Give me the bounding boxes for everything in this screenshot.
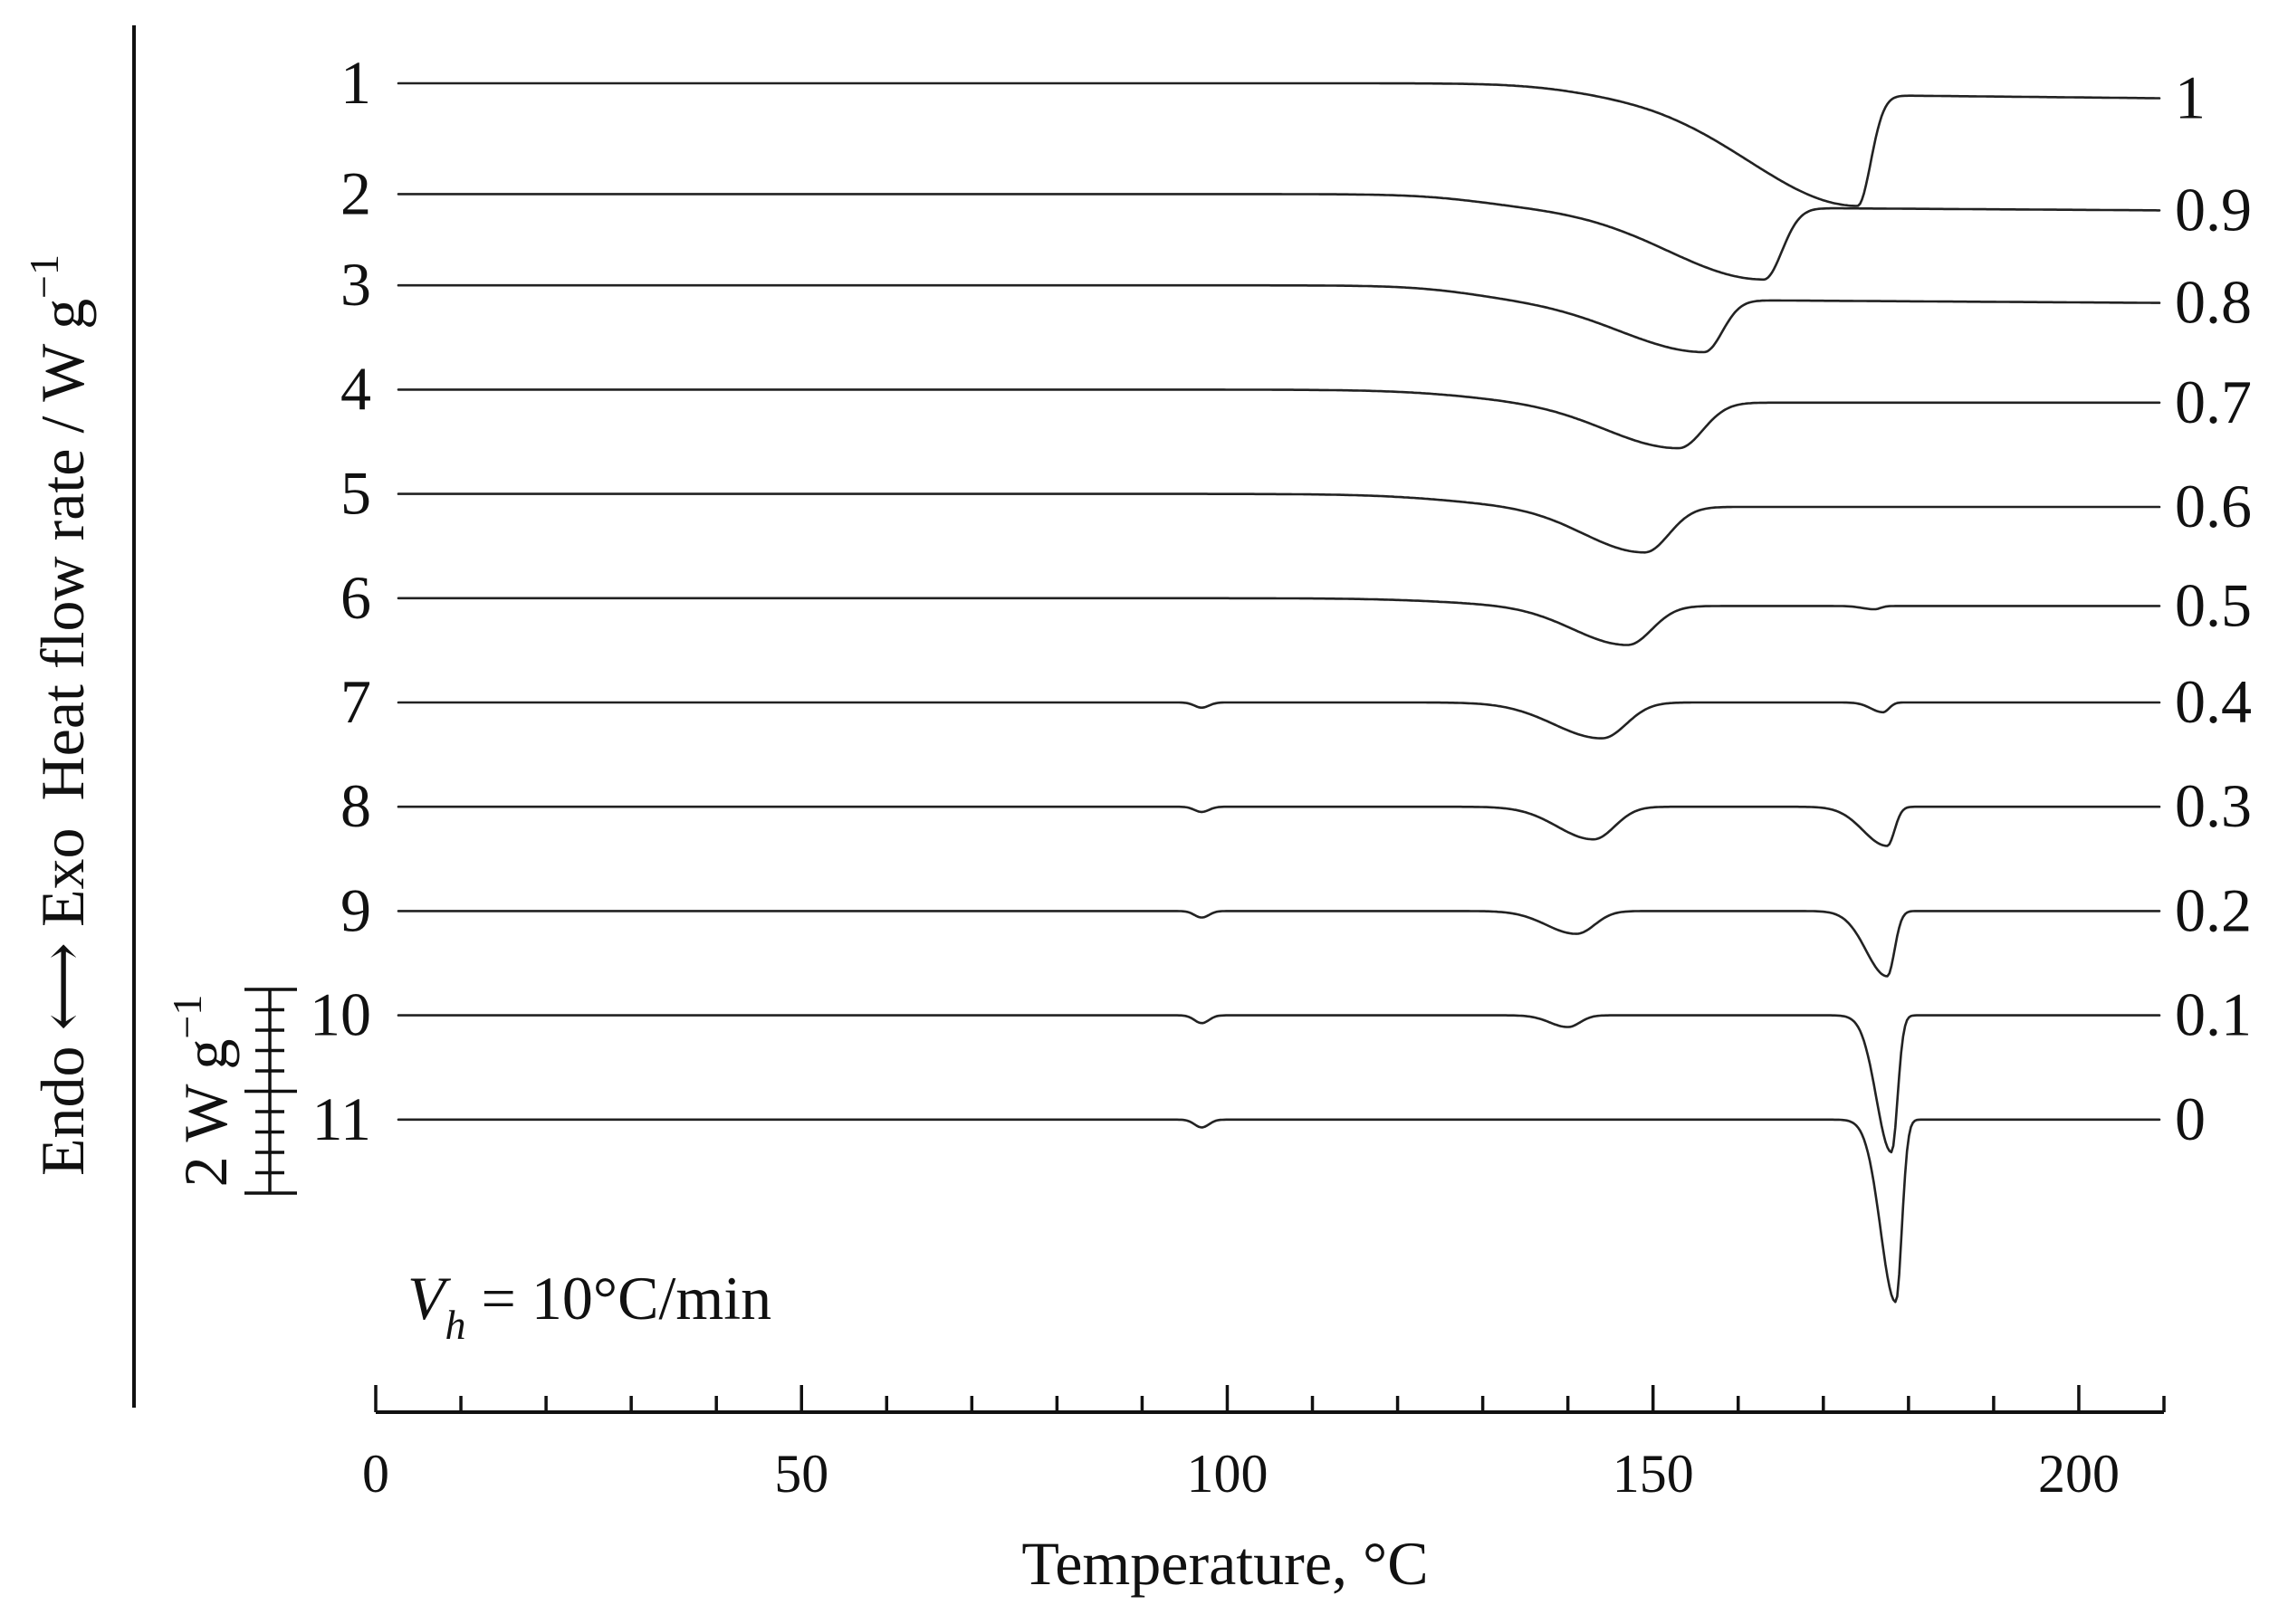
series-right-label: 0.1 xyxy=(2175,980,2252,1049)
series-curve xyxy=(397,910,2161,978)
series-curve xyxy=(397,1014,2161,1154)
series-right-label: 0 xyxy=(2175,1084,2206,1153)
x-tick-label: 0 xyxy=(362,1444,389,1504)
x-tick-label: 150 xyxy=(1613,1444,1694,1504)
series-left-label: 5 xyxy=(340,459,371,528)
y-axis-label: Endo ⟷ ExoHeat flow rate / W g−1 xyxy=(21,254,97,1176)
heating-rate-subscript: h xyxy=(445,1302,466,1348)
series-left-label: 1 xyxy=(340,48,371,117)
series-curve xyxy=(397,283,2161,354)
scale-bar-ticks xyxy=(244,988,297,1195)
x-tick-label: 100 xyxy=(1186,1444,1268,1504)
series-curve xyxy=(397,81,2161,207)
series-left-label: 4 xyxy=(340,354,371,423)
series-curve xyxy=(397,805,2161,847)
scale-bar-exponent: −1 xyxy=(164,995,210,1039)
series-right-label: 0.2 xyxy=(2175,875,2252,944)
series-right-label: 0.5 xyxy=(2175,570,2252,639)
series-left-label: 6 xyxy=(340,563,371,632)
x-tick-label: 50 xyxy=(774,1444,828,1504)
series-left-label: 9 xyxy=(340,875,371,944)
series-left-label: 10 xyxy=(310,980,371,1049)
series-left-label: 3 xyxy=(340,250,371,319)
curves xyxy=(397,81,2161,1304)
series-left-label: 11 xyxy=(312,1084,371,1153)
series-curve xyxy=(397,597,2161,646)
series-curve xyxy=(397,701,2161,740)
series-left-label: 7 xyxy=(340,667,371,736)
scale-bar-label-group: 2 W g−1 xyxy=(164,995,240,1188)
x-tick-label: 200 xyxy=(2038,1444,2120,1504)
x-axis-tick-labels: 0 50 100 150 200 xyxy=(362,1444,2120,1504)
series-right-label: 0.7 xyxy=(2175,368,2252,436)
series-left-label: 2 xyxy=(340,158,371,227)
y-axis-label-group: Endo ⟷ ExoHeat flow rate / W g−1 xyxy=(21,254,97,1176)
series-right-label: 0.4 xyxy=(2175,667,2252,736)
series-curve xyxy=(397,492,2161,554)
series-right-label: 0.6 xyxy=(2175,472,2252,540)
y-axis-label-exponent: −1 xyxy=(21,254,67,299)
series-curve xyxy=(397,193,2161,282)
series-right-label: 0.3 xyxy=(2175,771,2252,840)
scale-bar: 2 W g−1 xyxy=(164,988,297,1195)
series-curve xyxy=(397,1118,2161,1304)
series-right-label: 1 xyxy=(2175,63,2206,132)
x-axis-ticks xyxy=(374,1385,2166,1412)
series-left-label: 8 xyxy=(340,771,371,840)
x-axis-label: Temperature, °C xyxy=(1021,1529,1428,1598)
heating-rate-annotation: Vh = 10°C/min xyxy=(407,1264,771,1348)
series-right-label: 0.9 xyxy=(2175,175,2252,244)
series-right-label: 0.8 xyxy=(2175,268,2252,337)
right-labels: 1 0.9 0.8 0.7 0.6 0.5 0.4 0.3 0.2 0.1 0 xyxy=(2175,63,2252,1153)
left-labels: 1 2 3 4 5 6 7 8 9 10 11 xyxy=(310,48,371,1153)
scale-bar-label: 2 W g−1 xyxy=(164,995,240,1188)
series-curve xyxy=(397,388,2161,450)
